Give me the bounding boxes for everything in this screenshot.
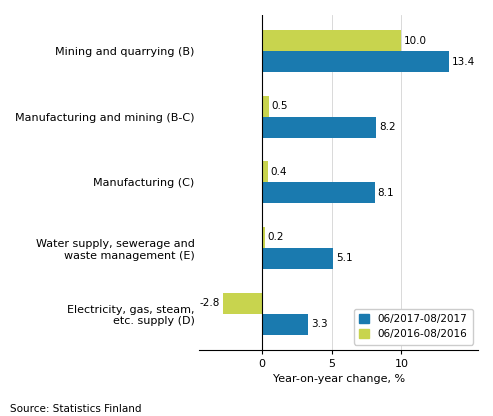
Text: 5.1: 5.1 [336, 253, 352, 263]
Text: 3.3: 3.3 [311, 319, 327, 329]
Bar [262, 117, 376, 138]
Bar [262, 248, 333, 269]
Legend: 06/2017-08/2017, 06/2016-08/2016: 06/2017-08/2017, 06/2016-08/2016 [354, 309, 473, 344]
Text: 8.1: 8.1 [378, 188, 394, 198]
Bar [262, 161, 268, 182]
Bar [262, 51, 449, 72]
Bar [262, 314, 308, 334]
Bar [262, 96, 269, 117]
Text: 0.2: 0.2 [268, 233, 284, 243]
Bar [262, 227, 265, 248]
X-axis label: Year-on-year change, %: Year-on-year change, % [273, 374, 405, 384]
Text: 10.0: 10.0 [404, 36, 427, 46]
Bar [262, 30, 401, 51]
Text: 0.5: 0.5 [272, 102, 288, 111]
Bar [262, 182, 375, 203]
Bar [223, 292, 262, 314]
Text: 8.2: 8.2 [379, 122, 396, 132]
Text: 13.4: 13.4 [452, 57, 475, 67]
Text: -2.8: -2.8 [200, 298, 220, 308]
Text: 0.4: 0.4 [271, 167, 287, 177]
Text: Source: Statistics Finland: Source: Statistics Finland [10, 404, 141, 414]
